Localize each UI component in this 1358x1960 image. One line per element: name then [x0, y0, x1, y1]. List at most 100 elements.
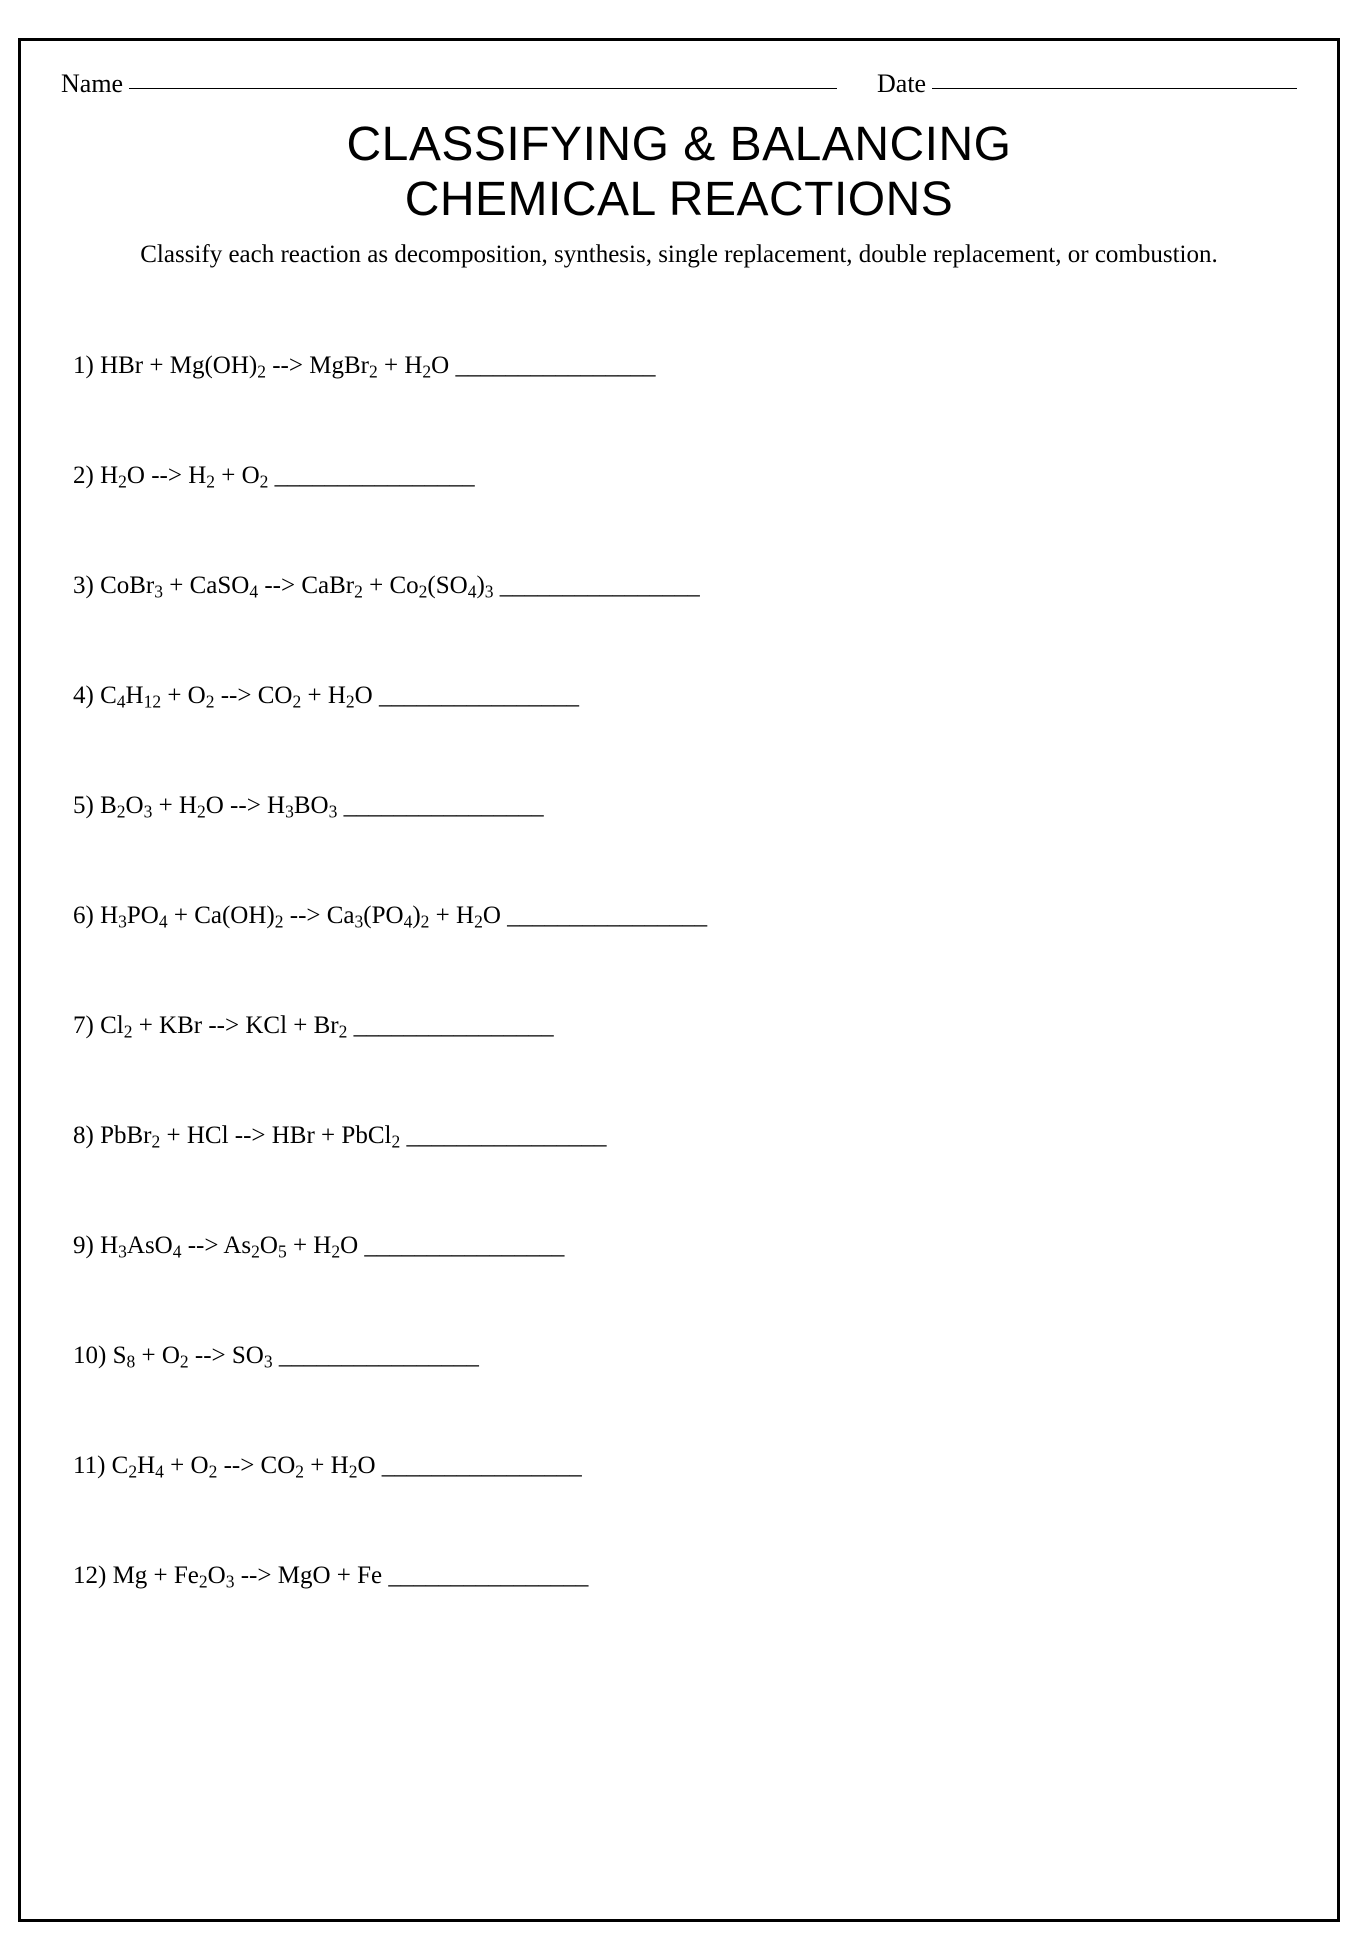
subscript: 2 [354, 582, 363, 602]
chemical-equation: PbBr2 + HCl --> HBr + PbCl2 [100, 1122, 406, 1149]
problem-number: 1) [73, 352, 100, 379]
worksheet-title: CLASSIFYING & BALANCING CHEMICAL REACTIO… [61, 117, 1297, 227]
subscript: 3 [485, 582, 494, 602]
problem-row: 6) H3PO4 + Ca(OH)2 --> Ca3(PO4)2 + H2O _… [73, 902, 1297, 930]
subscript: 2 [474, 912, 483, 932]
answer-blank[interactable]: ________________ [279, 1342, 479, 1369]
subscript: 4 [468, 582, 477, 602]
problem-number: 2) [73, 462, 100, 489]
answer-blank[interactable]: ________________ [507, 902, 707, 929]
subscript: 2 [391, 1132, 400, 1152]
answer-blank[interactable]: ________________ [379, 682, 579, 709]
subscript: 2 [251, 1242, 260, 1262]
answer-blank[interactable]: ________________ [388, 1562, 588, 1589]
problem-number: 9) [73, 1232, 100, 1259]
date-line[interactable] [932, 88, 1297, 89]
subscript: 3 [264, 1352, 273, 1372]
problem-row: 3) CoBr3 + CaSO4 --> CaBr2 + Co2(SO4)3 _… [73, 572, 1297, 600]
subscript: 5 [278, 1242, 287, 1262]
subscript: 2 [180, 1352, 189, 1372]
subscript: 4 [173, 1242, 182, 1262]
problem-row: 2) H2O --> H2 + O2 ________________ [73, 462, 1297, 490]
answer-blank[interactable]: ________________ [500, 572, 700, 599]
subscript: 2 [339, 1022, 348, 1042]
chemical-equation: H3PO4 + Ca(OH)2 --> Ca3(PO4)2 + H2O [100, 902, 507, 929]
subscript: 2 [199, 1572, 208, 1592]
chemical-equation: HBr + Mg(OH)2 --> MgBr2 + H2O [100, 352, 455, 379]
title-line-2: CHEMICAL REACTIONS [61, 172, 1297, 227]
subscript: 3 [118, 912, 127, 932]
problem-row: 10) S8 + O2 --> SO3 ________________ [73, 1342, 1297, 1370]
chemical-equation: Cl2 + KBr --> KCl + Br2 [100, 1012, 354, 1039]
subscript: 2 [369, 362, 378, 382]
answer-blank[interactable]: ________________ [364, 1232, 564, 1259]
subscript: 2 [128, 1462, 137, 1482]
subscript: 2 [206, 692, 215, 712]
problem-row: 7) Cl2 + KBr --> KCl + Br2 _____________… [73, 1012, 1297, 1040]
chemical-equation: C4H12 + O2 --> CO2 + H2O [100, 682, 379, 709]
subscript: 2 [331, 1242, 340, 1262]
subscript: 12 [144, 692, 162, 712]
title-line-1: CLASSIFYING & BALANCING [61, 117, 1297, 172]
worksheet-frame: Name Date CLASSIFYING & BALANCING CHEMIC… [18, 38, 1340, 1922]
date-field: Date [877, 69, 1297, 99]
name-label: Name [61, 69, 129, 99]
subscript: 3 [144, 802, 153, 822]
chemical-equation: H3AsO4 --> As2O5 + H2O [100, 1232, 364, 1259]
subscript: 3 [355, 912, 364, 932]
subscript: 2 [197, 802, 206, 822]
answer-blank[interactable]: ________________ [275, 462, 475, 489]
problem-number: 3) [73, 572, 100, 599]
answer-blank[interactable]: ________________ [344, 792, 544, 819]
subscript: 2 [419, 582, 428, 602]
problem-number: 12) [73, 1562, 113, 1589]
problem-row: 5) B2O3 + H2O --> H3BO3 ________________ [73, 792, 1297, 820]
problem-number: 11) [73, 1452, 112, 1479]
subscript: 4 [159, 912, 168, 932]
chemical-equation: S8 + O2 --> SO3 [113, 1342, 279, 1369]
subscript: 2 [346, 692, 355, 712]
problem-list: 1) HBr + Mg(OH)2 --> MgBr2 + H2O _______… [61, 352, 1297, 1590]
subscript: 2 [117, 802, 126, 822]
chemical-equation: C2H4 + O2 --> CO2 + H2O [112, 1452, 382, 1479]
chemical-equation: CoBr3 + CaSO4 --> CaBr2 + Co2(SO4)3 [100, 572, 500, 599]
problem-number: 7) [73, 1012, 100, 1039]
chemical-equation: H2O --> H2 + O2 [100, 462, 275, 489]
subscript: 2 [275, 912, 284, 932]
problem-number: 8) [73, 1122, 100, 1149]
problem-row: 4) C4H12 + O2 --> CO2 + H2O ____________… [73, 682, 1297, 710]
answer-blank[interactable]: ________________ [406, 1122, 606, 1149]
problem-number: 4) [73, 682, 100, 709]
subscript: 2 [422, 362, 431, 382]
problem-row: 11) C2H4 + O2 --> CO2 + H2O ____________… [73, 1452, 1297, 1480]
subscript: 2 [349, 1462, 358, 1482]
answer-blank[interactable]: ________________ [354, 1012, 554, 1039]
subscript: 2 [421, 912, 430, 932]
header-row: Name Date [61, 61, 1297, 99]
problem-row: 12) Mg + Fe2O3 --> MgO + Fe ____________… [73, 1562, 1297, 1590]
subscript: 2 [206, 472, 215, 492]
answer-blank[interactable]: ________________ [382, 1452, 582, 1479]
problem-row: 1) HBr + Mg(OH)2 --> MgBr2 + H2O _______… [73, 352, 1297, 380]
subscript: 2 [295, 1462, 304, 1482]
problem-row: 9) H3AsO4 --> As2O5 + H2O ______________… [73, 1232, 1297, 1260]
problem-number: 10) [73, 1342, 113, 1369]
chemical-equation: B2O3 + H2O --> H3BO3 [100, 792, 344, 819]
subscript: 2 [209, 1462, 218, 1482]
subscript: 3 [154, 582, 163, 602]
subscript: 4 [117, 692, 126, 712]
name-field: Name [61, 69, 837, 99]
subscript: 2 [124, 1022, 133, 1042]
subscript: 3 [329, 802, 338, 822]
subscript: 2 [257, 362, 266, 382]
subscript: 2 [151, 1132, 160, 1152]
subscript: 3 [118, 1242, 127, 1262]
problem-number: 6) [73, 902, 100, 929]
subscript: 2 [118, 472, 127, 492]
worksheet-page: Name Date CLASSIFYING & BALANCING CHEMIC… [0, 20, 1358, 1940]
instructions: Classify each reaction as decomposition,… [89, 237, 1269, 272]
subscript: 2 [260, 472, 269, 492]
answer-blank[interactable]: ________________ [455, 352, 655, 379]
name-line[interactable] [129, 88, 837, 89]
subscript: 4 [249, 582, 258, 602]
